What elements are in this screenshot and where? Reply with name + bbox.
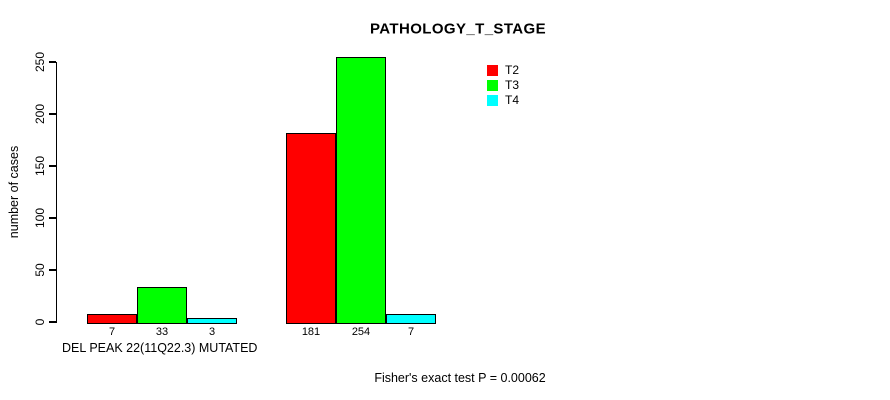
y-axis-tick-label: 50: [33, 263, 47, 277]
y-axis-line: [55, 62, 57, 323]
bar-T2-group2: [286, 132, 336, 324]
bar-T4-group1: [187, 317, 237, 324]
y-axis-tick-label: 200: [33, 103, 47, 125]
legend-label: T2: [505, 63, 520, 77]
bar-T3-group2: [336, 56, 386, 324]
legend-swatch-icon: [487, 65, 498, 76]
bar-T2-group1: [87, 313, 137, 324]
legend-swatch-icon: [487, 95, 498, 106]
bar-value-label: 3: [208, 326, 216, 338]
y-axis-tick: [49, 61, 56, 63]
y-axis-tick: [49, 269, 56, 271]
legend-label: T3: [505, 78, 520, 92]
legend-entry-T4: T4: [487, 93, 520, 107]
x-axis-label: DEL PEAK 22(11Q22.3) MUTATED: [62, 341, 258, 355]
bar-value-label: 33: [155, 326, 169, 338]
chart-title: PATHOLOGY_T_STAGE: [370, 20, 546, 38]
bar-T4-group2: [386, 313, 436, 324]
bar-value-label: 7: [108, 326, 116, 338]
y-axis-tick: [49, 165, 56, 167]
bar-T3-group1: [137, 286, 187, 324]
bar-value-label: 7: [407, 326, 415, 338]
legend: T2 T3 T4: [487, 63, 520, 107]
legend-entry-T2: T2: [487, 63, 520, 77]
y-axis-tick-label: 0: [33, 318, 47, 326]
y-axis-tick-label: 100: [33, 207, 47, 229]
legend-label: T4: [505, 93, 520, 107]
y-axis-label: number of cases: [7, 145, 21, 239]
y-axis-tick: [49, 321, 56, 323]
legend-swatch-icon: [487, 80, 498, 91]
y-axis-tick-label: 250: [33, 51, 47, 73]
y-axis-tick: [49, 217, 56, 219]
bar-value-label: 181: [301, 326, 321, 338]
bar-value-label: 254: [351, 326, 371, 338]
stat-footer: Fisher's exact test P = 0.00062: [374, 371, 546, 385]
y-axis-tick-label: 150: [33, 155, 47, 177]
y-axis-tick: [49, 113, 56, 115]
legend-entry-T3: T3: [487, 78, 520, 92]
